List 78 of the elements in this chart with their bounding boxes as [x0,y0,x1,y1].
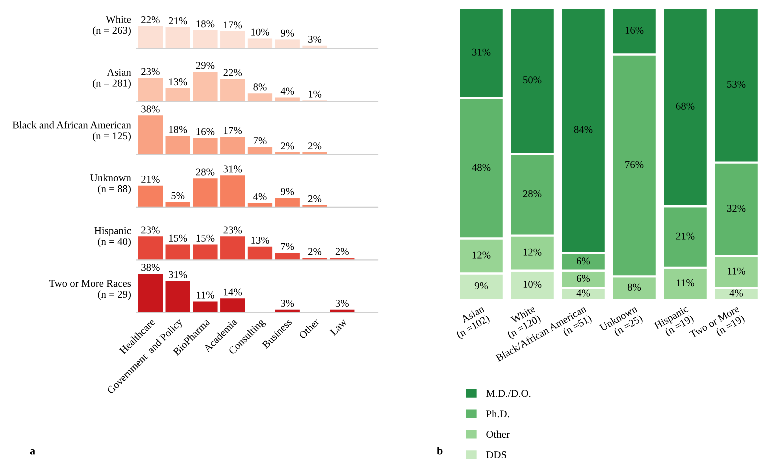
data-label: 2% [336,248,349,256]
legend-label: Other [486,430,510,438]
data-label: 22% [224,69,242,76]
data-label: 16% [196,128,215,136]
data-label: 7% [281,243,294,250]
y-axis-title: Two or More Races (n = 29) [49,280,132,300]
data-label: 31% [169,271,188,278]
data-label: 12% [472,252,491,259]
data-label: 31% [224,166,242,173]
data-label: 23% [224,226,242,234]
y-axis-title: Unknown (n = 88) [90,174,132,195]
data-label: 2% [308,248,322,256]
data-label: 21% [168,18,188,25]
data-label: 9% [281,188,294,196]
legend-label: DDS [486,452,506,459]
data-label: 4% [576,290,590,297]
x-tick-label: Asian (n =102) [456,305,492,340]
data-label: 6% [577,275,590,282]
data-label: 22% [142,16,160,24]
data-label: 10% [524,280,542,288]
data-label: 11% [677,280,694,287]
data-label: 23% [142,226,160,234]
data-label: 31% [472,48,491,56]
data-label: 84% [574,126,593,134]
y-axis-title: Hispanic (n = 40) [94,227,132,248]
data-label: 38% [142,264,160,272]
data-label: 4% [254,193,267,200]
legend-label: Ph.D. [486,410,510,418]
data-label: 2% [281,142,294,150]
data-label: 4% [730,290,744,297]
data-label: 38% [142,106,160,113]
data-label: 12% [524,248,542,256]
y-axis-title: Asian (n = 281) [93,68,132,89]
data-label: 18% [196,20,215,28]
data-label: 15% [169,234,188,242]
data-label: 15% [196,234,215,242]
data-label: 2% [308,142,322,150]
data-label: 3% [308,36,322,44]
data-label: 76% [626,161,644,168]
data-label: 14% [224,288,242,296]
data-label: 28% [523,190,542,198]
data-label: 2% [308,195,322,202]
text: b [437,446,443,455]
data-label: 11% [728,268,746,275]
data-label: 28% [196,168,215,176]
data-label: 29% [196,62,215,70]
data-label: 9% [281,30,294,37]
data-label: 53% [728,80,746,88]
data-label: 48% [472,164,491,172]
data-label: 16% [626,26,644,34]
y-axis-title: Black and African American (n = 125) [12,121,132,142]
y-axis-title: White (n = 263) [93,16,132,36]
data-label: 13% [252,236,270,244]
data-label: 7% [254,137,267,145]
data-label: 11% [197,292,214,299]
data-label: 9% [474,282,488,290]
data-label: 10% [252,28,270,36]
data-label: 21% [676,232,695,240]
legend-label: M.D./D.O. [486,390,531,398]
text: a [30,449,36,455]
x-tick-label: Law [330,318,348,336]
data-label: 68% [676,102,695,110]
data-label: 50% [524,76,542,84]
data-label: 6% [577,258,590,265]
data-label: 17% [224,127,242,134]
data-label: 8% [254,84,267,91]
data-label: 4% [280,88,294,95]
data-label: 1% [308,90,322,98]
data-label: 17% [224,22,242,29]
data-label: 3% [336,300,349,308]
data-label: 5% [172,192,185,200]
data-label: 8% [628,284,642,291]
data-label: 13% [169,78,188,86]
data-label: 23% [142,68,160,76]
data-label: 18% [169,126,188,134]
data-label: 32% [727,205,746,212]
data-label: 3% [281,300,294,308]
data-label: 21% [142,176,160,183]
